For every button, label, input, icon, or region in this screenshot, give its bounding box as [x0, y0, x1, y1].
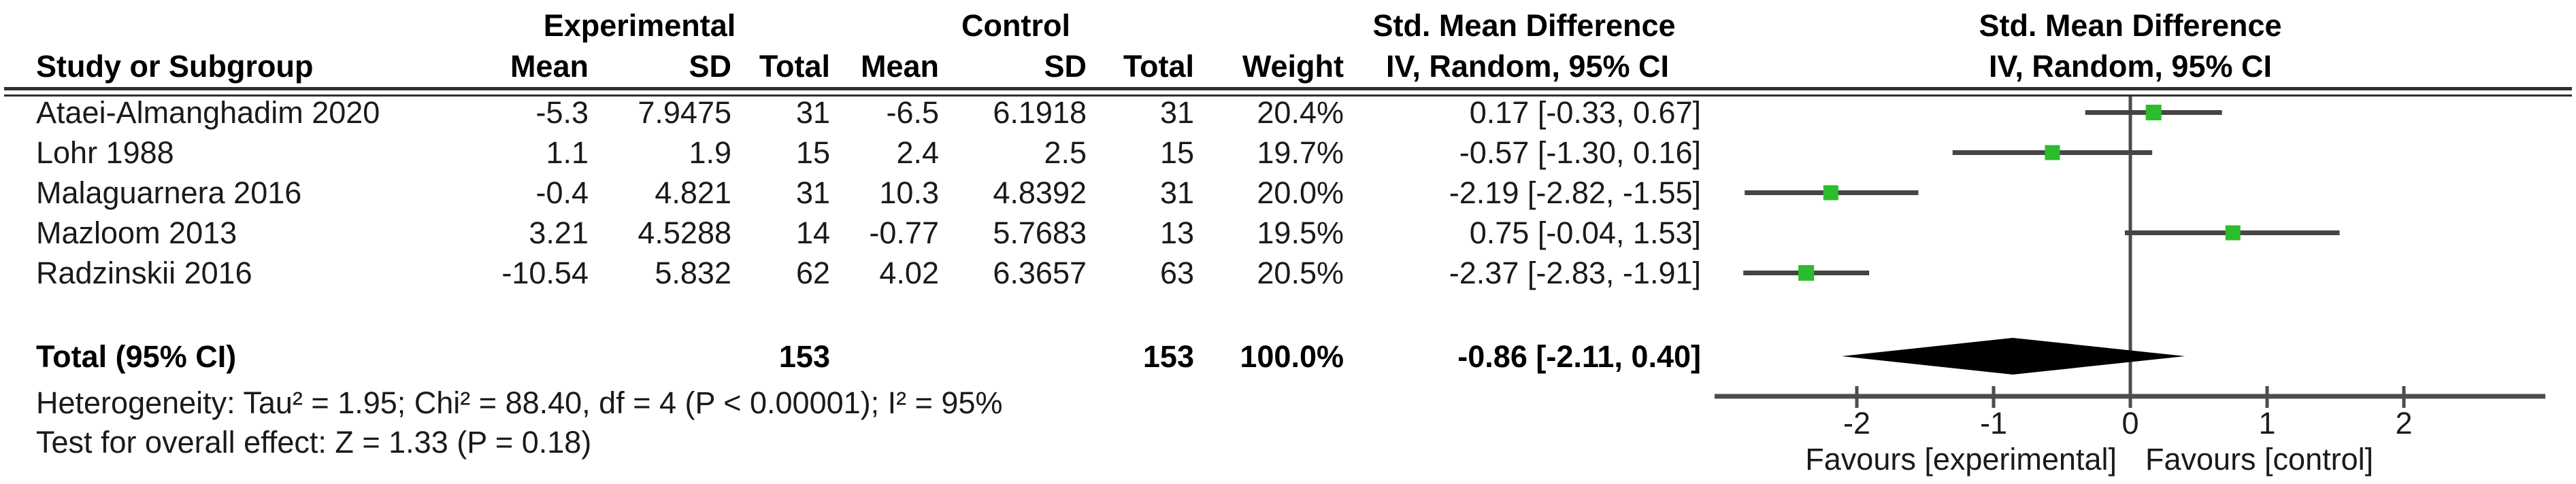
weight: 20.4%	[1257, 95, 1344, 130]
mean-control: -0.77	[869, 215, 939, 250]
total-row: Total (95% CI) 153 153 100.0% -0.86 [-2.…	[0, 336, 2576, 377]
col-header-iv-ci-plot: IV, Random, 95% CI	[1989, 49, 2272, 84]
effect-square	[2225, 225, 2241, 241]
total-experimental: 14	[795, 215, 830, 250]
col-header-total-control: Total	[1123, 49, 1194, 84]
total-diamond	[1841, 338, 2185, 375]
mean-control: 4.02	[879, 256, 939, 290]
effect-square	[2045, 145, 2060, 160]
col-header-total-experimental: Total	[759, 49, 830, 84]
study-row-lohr: Lohr 1988 1.1 1.9 15 2.4 2.5 15 19.7% -0…	[0, 133, 2576, 173]
mean-control: 10.3	[879, 175, 939, 210]
total-effect-ci-text: -0.86 [-2.11, 0.40]	[1457, 339, 1701, 374]
axis-tick-label: -2	[1843, 406, 1870, 440]
study-row-mazloom: Mazloom 2013 3.21 4.5288 14 -0.77 5.7683…	[0, 213, 2576, 253]
mean-experimental: -5.3	[535, 95, 589, 130]
study-name: Mazloom 2013	[36, 215, 237, 250]
sd-experimental: 7.9475	[638, 95, 731, 130]
axis-tick-label: 0	[2121, 406, 2139, 440]
heterogeneity-stats: Heterogeneity: Tau² = 1.95; Chi² = 88.40…	[36, 385, 1003, 420]
study-row-ataei: Ataei-Almanghadim 2020 -5.3 7.9475 31 -6…	[0, 92, 2576, 133]
effect-ci-text: 0.75 [-0.04, 1.53]	[1469, 215, 1701, 250]
effect-ci-text: -2.19 [-2.82, -1.55]	[1449, 175, 1701, 210]
total-experimental: 31	[795, 95, 830, 130]
col-header-mean-experimental: Mean	[510, 49, 589, 84]
sd-control: 6.3657	[993, 256, 1087, 290]
sd-control: 4.8392	[993, 175, 1087, 210]
study-row-malaguarnera: Malaguarnera 2016 -0.4 4.821 31 10.3 4.8…	[0, 173, 2576, 213]
col-header-study: Study or Subgroup	[36, 49, 314, 84]
effect-ci-text: 0.17 [-0.33, 0.67]	[1469, 95, 1701, 130]
col-header-sd-control: SD	[1044, 49, 1087, 84]
study-row-radzinskii: Radzinskii 2016 -10.54 5.832 62 4.02 6.3…	[0, 253, 2576, 293]
mean-control: -6.5	[886, 95, 939, 130]
overall-effect-stats: Test for overall effect: Z = 1.33 (P = 0…	[36, 425, 592, 460]
weight: 19.5%	[1257, 215, 1344, 250]
effect-ci-text: -2.37 [-2.83, -1.91]	[1449, 256, 1701, 290]
weight: 20.5%	[1257, 256, 1344, 290]
study-name: Radzinskii 2016	[36, 256, 252, 290]
effect-ci-text: -0.57 [-1.30, 0.16]	[1459, 135, 1701, 170]
sd-experimental: 4.821	[655, 175, 731, 210]
axis-tick-label: -1	[1979, 406, 2007, 440]
group-header-smd-text: Std. Mean Difference	[1372, 8, 1676, 43]
group-header-experimental: Experimental	[543, 8, 736, 43]
study-name: Lohr 1988	[36, 135, 174, 170]
total-experimental: 15	[795, 135, 830, 170]
mean-experimental: -10.54	[501, 256, 589, 290]
group-header-control: Control	[961, 8, 1070, 43]
sd-control: 2.5	[1044, 135, 1087, 170]
header-rule	[4, 87, 2572, 97]
total-experimental: 31	[795, 175, 830, 210]
effect-square	[1823, 185, 1838, 201]
total-control-sum: 153	[1142, 339, 1194, 374]
effect-square	[1798, 265, 1815, 281]
total-control: 63	[1159, 256, 1194, 290]
col-header-mean-control: Mean	[860, 49, 939, 84]
col-header-weight: Weight	[1242, 49, 1344, 84]
weight: 19.7%	[1257, 135, 1344, 170]
total-label: Total (95% CI)	[36, 339, 237, 374]
total-experimental: 62	[795, 256, 830, 290]
total-weight: 100.0%	[1240, 339, 1344, 374]
mean-experimental: 1.1	[546, 135, 589, 170]
group-header-smd-plot: Std. Mean Difference	[1979, 8, 2282, 43]
mean-experimental: 3.21	[529, 215, 589, 250]
col-header-iv-ci-text: IV, Random, 95% CI	[1386, 49, 1669, 84]
sd-control: 6.1918	[993, 95, 1087, 130]
weight: 20.0%	[1257, 175, 1344, 210]
total-experimental-sum: 153	[778, 339, 830, 374]
effect-square	[2145, 105, 2162, 120]
favours-experimental-label: Favours [experimental]	[1805, 442, 2117, 477]
sd-control: 5.7683	[993, 215, 1087, 250]
total-control: 31	[1159, 95, 1194, 130]
total-control: 13	[1159, 215, 1194, 250]
favours-control-label: Favours [control]	[2145, 442, 2374, 477]
sd-experimental: 1.9	[689, 135, 731, 170]
mean-experimental: -0.4	[535, 175, 589, 210]
axis-tick-label: 2	[2395, 406, 2413, 440]
sd-experimental: 4.5288	[638, 215, 731, 250]
study-name: Ataei-Almanghadim 2020	[36, 95, 380, 130]
total-control: 31	[1159, 175, 1194, 210]
study-name: Malaguarnera 2016	[36, 175, 302, 210]
total-control: 15	[1159, 135, 1194, 170]
axis-tick-label: 1	[2258, 406, 2276, 440]
sd-experimental: 5.832	[655, 256, 731, 290]
col-header-sd-experimental: SD	[689, 49, 731, 84]
mean-control: 2.4	[896, 135, 939, 170]
